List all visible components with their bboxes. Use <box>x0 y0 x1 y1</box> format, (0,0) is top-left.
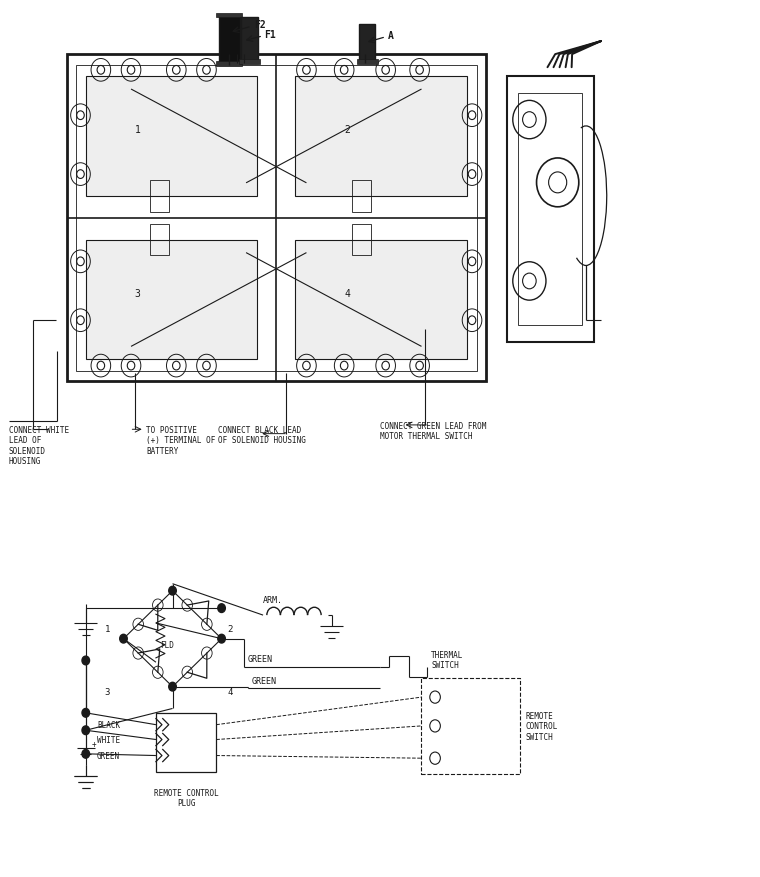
Bar <box>156 713 217 773</box>
Text: THERMAL
SWITCH: THERMAL SWITCH <box>432 650 464 669</box>
Bar <box>67 55 486 381</box>
Bar <box>217 62 242 68</box>
Text: F1: F1 <box>264 30 277 40</box>
Text: A: A <box>388 31 394 41</box>
Circle shape <box>218 604 225 613</box>
Text: 2: 2 <box>344 125 350 135</box>
Text: 1: 1 <box>135 125 141 135</box>
Bar <box>150 181 169 212</box>
Text: CONNECT WHITE
LEAD OF
SOLENOID
HOUSING: CONNECT WHITE LEAD OF SOLENOID HOUSING <box>9 425 69 466</box>
Circle shape <box>82 750 90 759</box>
Bar <box>352 181 371 212</box>
Bar <box>219 16 239 67</box>
Bar <box>241 18 258 64</box>
Bar <box>352 225 371 256</box>
Text: 4: 4 <box>344 289 350 298</box>
Circle shape <box>169 587 176 595</box>
Text: REMOTE CONTROL
PLUG: REMOTE CONTROL PLUG <box>154 788 218 808</box>
Bar <box>518 94 582 325</box>
Text: 2: 2 <box>227 624 233 633</box>
Bar <box>239 61 260 65</box>
Text: +: + <box>92 739 97 748</box>
Bar <box>295 240 467 360</box>
Text: 3: 3 <box>105 687 110 695</box>
Circle shape <box>82 726 90 735</box>
Bar <box>356 61 378 65</box>
Bar <box>507 77 594 343</box>
Bar <box>359 25 375 64</box>
Bar <box>76 66 477 371</box>
Bar <box>86 77 258 196</box>
Text: WHITE: WHITE <box>97 735 120 745</box>
Text: CONNECT BLACK LEAD
OF SOLENOID HOUSING: CONNECT BLACK LEAD OF SOLENOID HOUSING <box>218 425 306 445</box>
Text: GREEN: GREEN <box>97 752 120 760</box>
Bar <box>295 77 467 196</box>
Text: 1: 1 <box>105 624 110 633</box>
Circle shape <box>218 635 225 644</box>
Text: TO POSITIVE
(+) TERMINAL OF
BATTERY: TO POSITIVE (+) TERMINAL OF BATTERY <box>146 425 216 455</box>
Circle shape <box>82 656 90 665</box>
Text: GREEN: GREEN <box>248 654 273 664</box>
Text: FLD: FLD <box>160 640 173 650</box>
Circle shape <box>82 709 90 717</box>
Text: 3: 3 <box>135 289 141 298</box>
Text: F2: F2 <box>254 20 266 31</box>
Text: CONNECT GREEN LEAD FROM
MOTOR THERMAL SWITCH: CONNECT GREEN LEAD FROM MOTOR THERMAL SW… <box>380 421 486 440</box>
Circle shape <box>120 635 127 644</box>
Text: GREEN: GREEN <box>252 676 277 685</box>
Bar <box>150 225 169 256</box>
Bar <box>217 14 242 18</box>
Text: BLACK: BLACK <box>97 720 120 730</box>
Text: 4: 4 <box>227 687 233 695</box>
Circle shape <box>169 682 176 691</box>
Text: REMOTE
CONTROL
SWITCH: REMOTE CONTROL SWITCH <box>526 711 558 741</box>
Bar <box>422 678 520 774</box>
Bar <box>86 240 258 360</box>
Text: ARM.: ARM. <box>263 595 283 604</box>
